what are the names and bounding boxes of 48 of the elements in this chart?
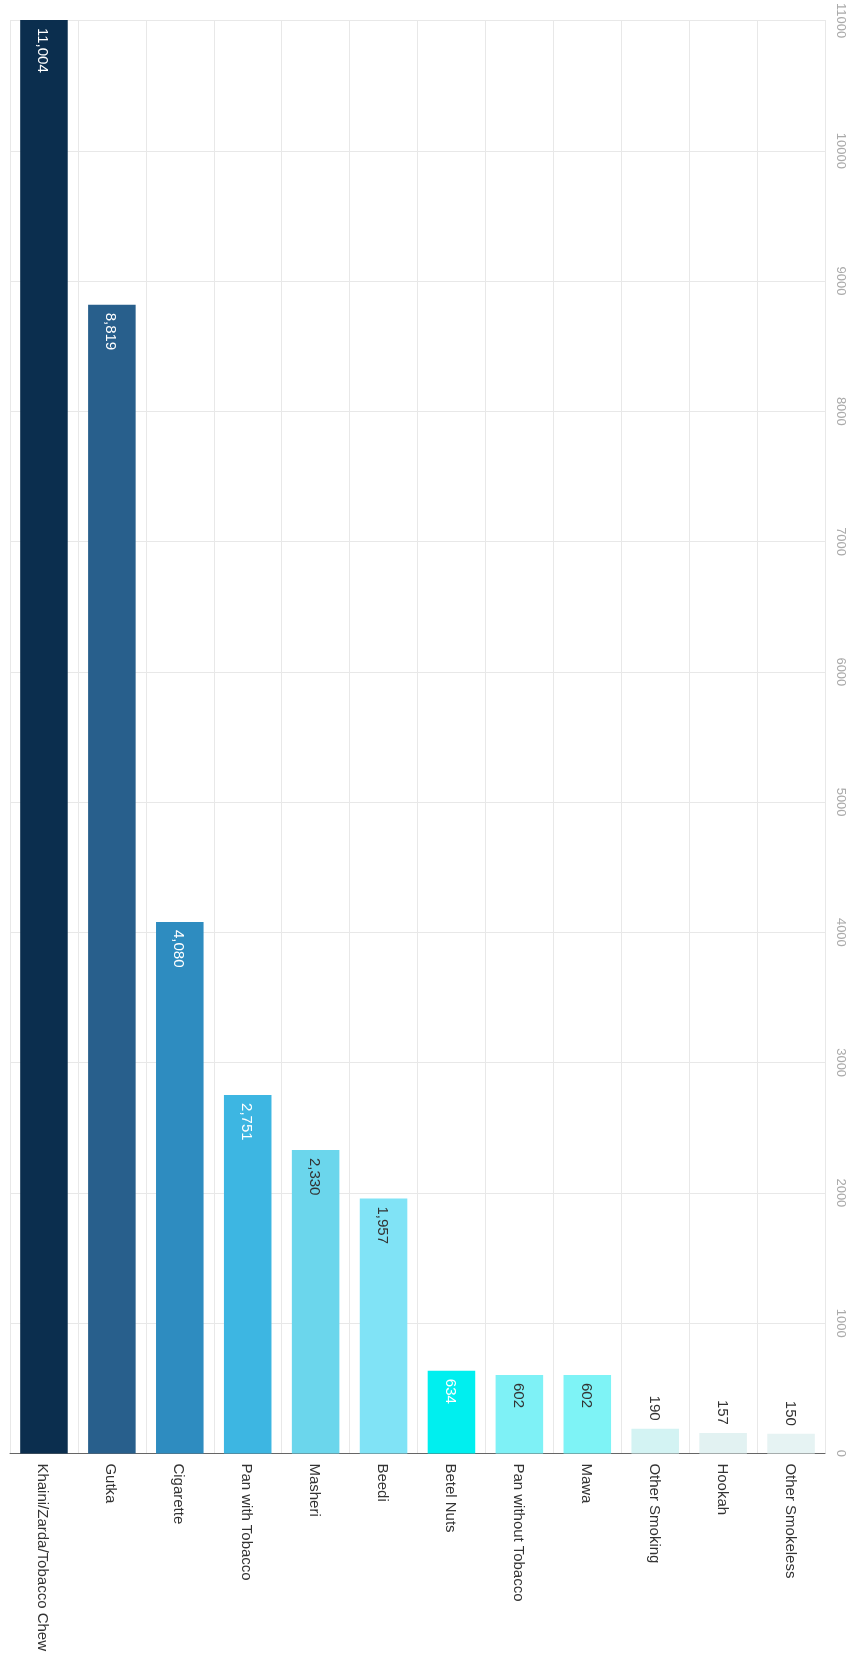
bar [495,1374,544,1454]
bar [767,1433,815,1454]
y-tick-label: 5000 [834,787,849,817]
bar [631,1428,679,1454]
y-tick-label: 10000 [834,132,849,169]
data-label: 8,819 [103,312,121,351]
bar [563,1374,612,1454]
x-tick-label: Pan without Tobacco [510,1463,528,1602]
y-tick-label: 9000 [834,266,849,296]
bar [223,1095,272,1454]
y-tick-label: 6000 [834,657,849,687]
y-tick-label: 2000 [834,1178,849,1208]
data-label: 157 [714,1399,732,1425]
data-label: 602 [578,1382,596,1409]
x-tick-label: Pan with Tobacco [239,1463,257,1581]
y-tick-label: 1000 [834,1308,849,1338]
bar [359,1198,408,1454]
bar [427,1370,476,1454]
bar [699,1432,747,1454]
data-label: 602 [510,1382,528,1409]
bar [88,304,136,1454]
x-tick-label: Khaini/Zarda/Tobacco Chew [35,1463,53,1652]
x-tick-label: Beedi [375,1463,393,1502]
bar [291,1149,340,1454]
data-label: 11,004 [35,28,53,73]
bar [156,921,204,1454]
x-tick-label: Masheri [307,1463,325,1517]
data-label: 190 [646,1395,664,1421]
y-tick-label: 11000 [834,2,849,39]
y-tick-label: 4000 [834,917,849,947]
y-tick-label: 3000 [834,1048,849,1078]
x-tick-label: Mawa [578,1463,596,1505]
x-tick-label: Cigarette [171,1463,189,1525]
x-tick-label: Hookah [714,1463,732,1516]
data-label: 150 [782,1400,800,1426]
bar [20,20,68,1454]
data-label: 634 [442,1378,460,1404]
y-tick-label: 8000 [834,396,849,426]
x-tick-label: Other Smokeless [782,1463,800,1579]
data-label: 2,751 [239,1103,257,1141]
y-tick-label: 7000 [834,527,849,557]
x-tick-label: Gutka [103,1463,121,1505]
y-tick-label: 0 [834,1449,849,1458]
data-label: 2,330 [307,1157,325,1196]
data-label: 1,957 [375,1206,393,1245]
x-tick-label: Betel Nuts [442,1463,460,1533]
data-label: 4,080 [171,929,189,968]
x-tick-label: Other Smoking [646,1463,664,1564]
